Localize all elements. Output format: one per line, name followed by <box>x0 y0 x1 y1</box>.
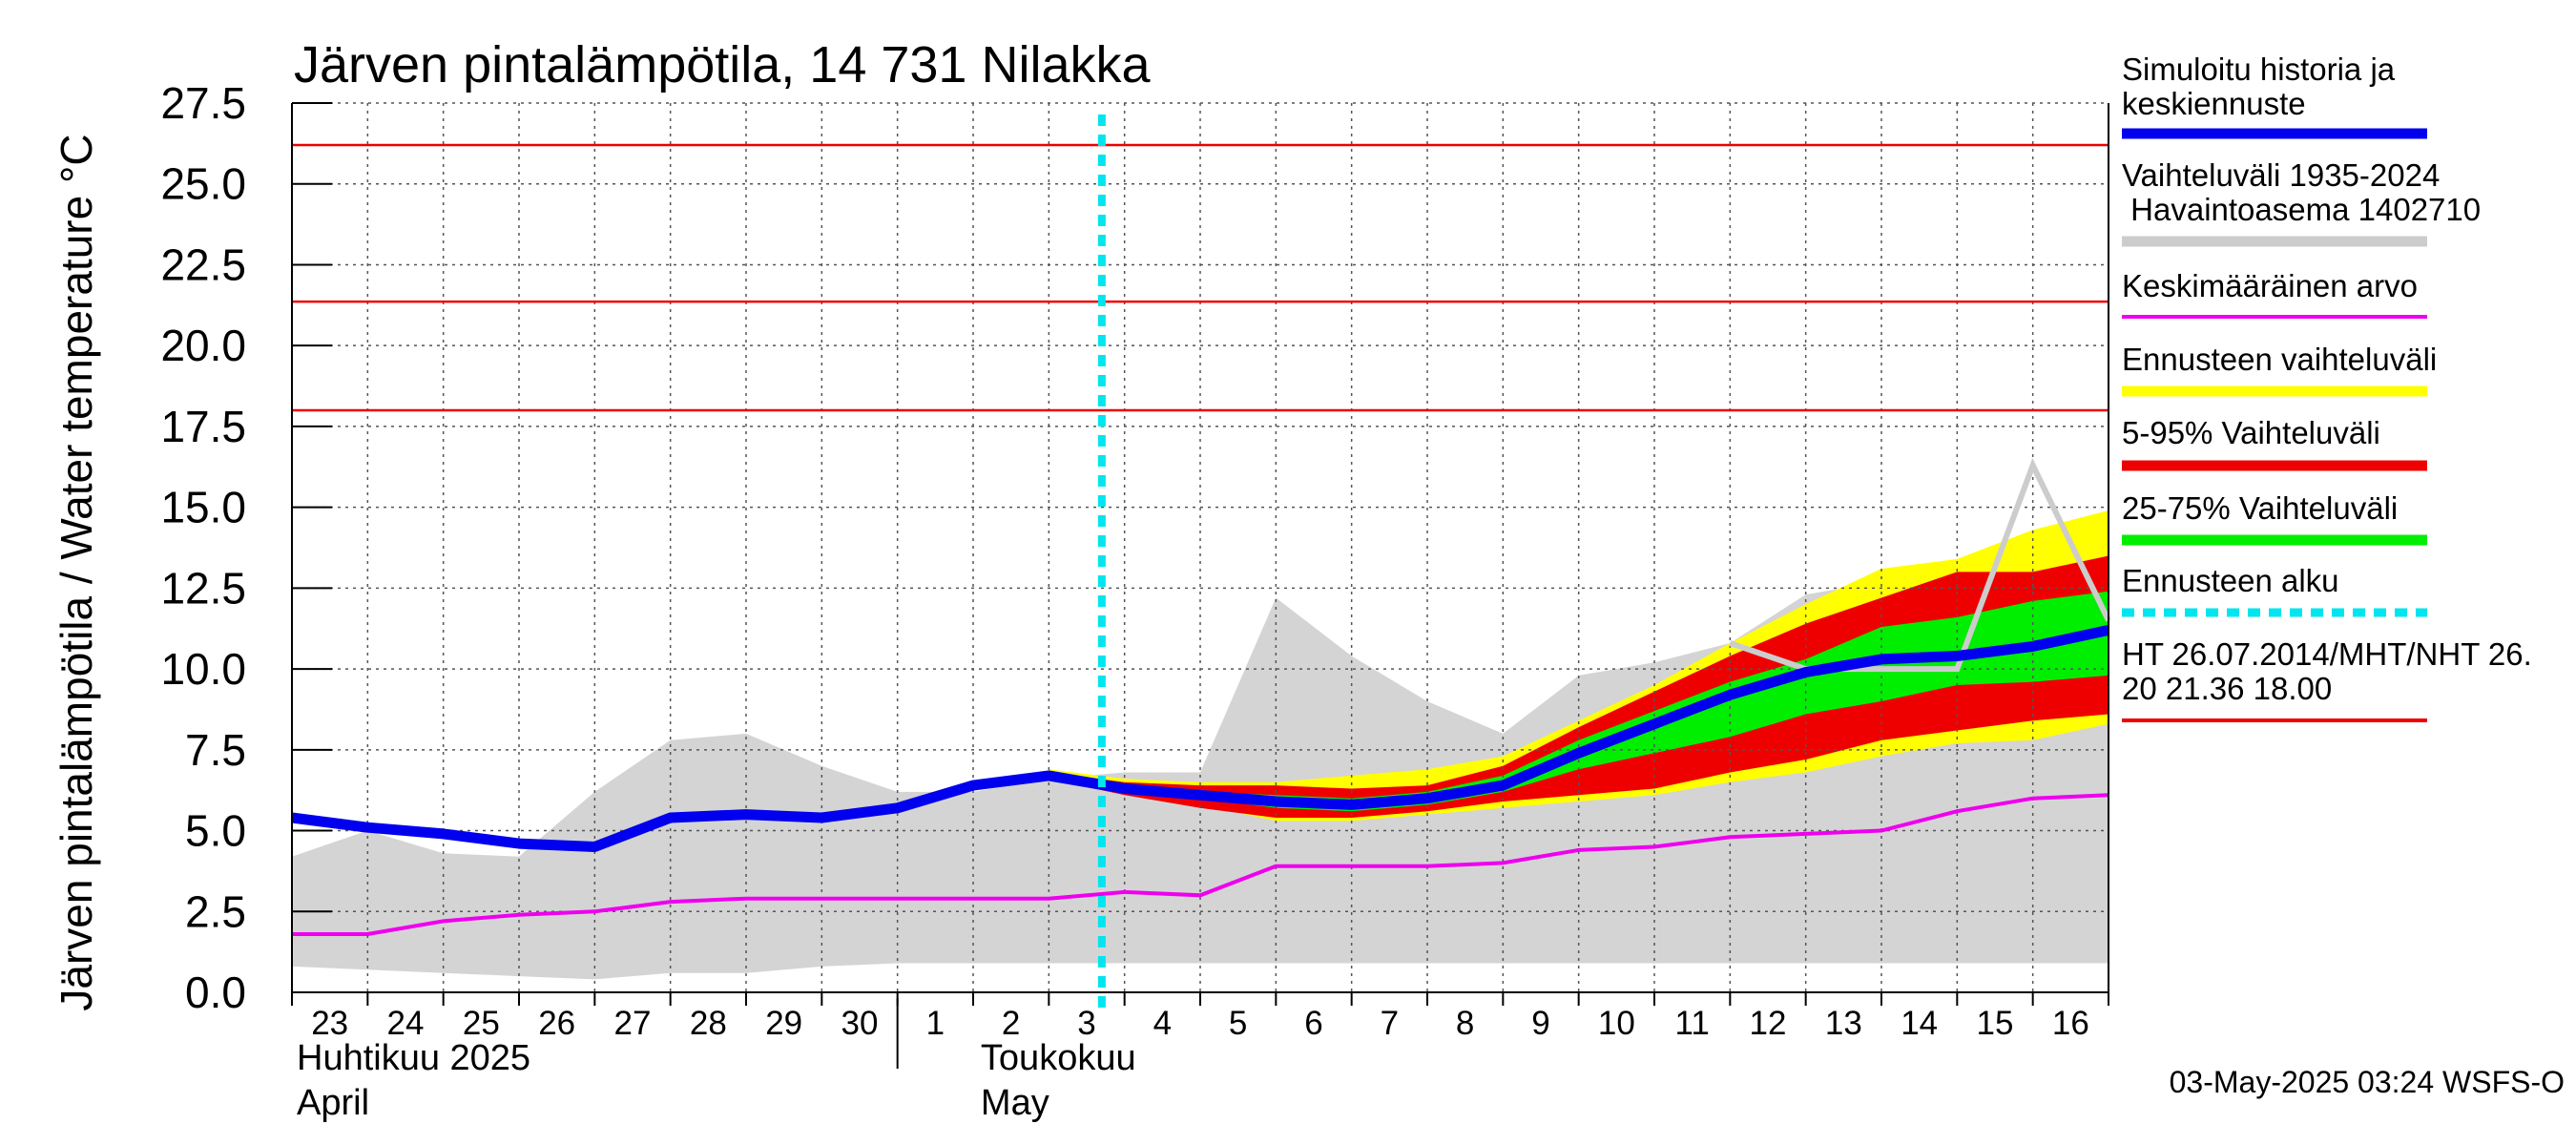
y-tick-label: 20.0 <box>160 321 246 370</box>
x-tick-label: 9 <box>1531 1005 1549 1042</box>
legend-historical-range: Vaihteluväli 1935-2024 Havaintoasema 140… <box>2122 157 2481 247</box>
band-25-75 <box>1049 591 2109 812</box>
legend-label: 25-75% Vaihteluväli <box>2122 490 2398 526</box>
legend-5-95: 5-95% Vaihteluväli <box>2122 415 2427 471</box>
y-tick-label: 10.0 <box>160 644 246 694</box>
y-tick-label: 2.5 <box>185 886 246 936</box>
x-tick-label: 8 <box>1456 1005 1474 1042</box>
x-tick-label: 7 <box>1381 1005 1399 1042</box>
chart-title: Järven pintalämpötila, 14 731 Nilakka <box>294 36 1151 94</box>
x-tick-label: 23 <box>311 1005 348 1042</box>
legend-label: Keskimääräinen arvo <box>2122 268 2418 303</box>
x-tick-label: 27 <box>614 1005 652 1042</box>
y-tick-label: 5.0 <box>185 806 246 856</box>
month-label-fi: Huhtikuu 2025 <box>297 1038 530 1078</box>
x-tick-label: 4 <box>1153 1005 1172 1042</box>
y-tick-label: 7.5 <box>185 725 246 775</box>
band-5-95 <box>1049 555 2109 818</box>
legend-label: Simuloitu historia ja keskiennuste <box>2122 52 2396 121</box>
legend-label: 5-95% Vaihteluväli <box>2122 415 2380 450</box>
x-tick-label: 16 <box>2052 1005 2089 1042</box>
footer-timestamp: 03-May-2025 03:24 WSFS-O <box>2170 1065 2565 1099</box>
x-tick-label: 6 <box>1304 1005 1322 1042</box>
historical-range-band <box>292 539 2109 980</box>
legend-label: Ennusteen vaihteluväli <box>2122 342 2437 377</box>
x-tick-label: 25 <box>463 1005 500 1042</box>
x-tick-label: 10 <box>1598 1005 1635 1042</box>
legend-forecast-range: Ennusteen vaihteluväli <box>2122 342 2437 397</box>
y-tick-label: 15.0 <box>160 483 246 532</box>
legend-label: HT 26.07.2014/MHT/NHT 26. 20 21.36 18.00 <box>2122 636 2532 706</box>
y-tick-label: 0.0 <box>185 968 246 1017</box>
x-tick-label: 5 <box>1229 1005 1247 1042</box>
plot-area: 0.0 2.5 5.0 7.5 10.0 12.5 15.0 17.5 20.0 22.5 25.0… <box>160 78 2111 1123</box>
legend: Simuloitu historia ja keskiennuste Vaihtel… <box>2122 52 2532 722</box>
legend-forecast-start: Ennusteen alku <box>2122 563 2427 617</box>
legend-simulated: Simuloitu historia ja keskiennuste <box>2122 52 2427 139</box>
x-tick-label: 30 <box>841 1005 879 1042</box>
x-tick-label: 13 <box>1825 1005 1862 1042</box>
legend-mean: Keskimääräinen arvo <box>2122 268 2427 319</box>
y-axis-label: Järven pintalämpötila / Water temperatur… <box>52 134 101 1010</box>
month-label-en: May <box>981 1083 1049 1123</box>
y-tick-label: 17.5 <box>160 402 246 451</box>
x-tick-label: 24 <box>387 1005 425 1042</box>
month-label-en: April <box>297 1083 369 1123</box>
y-tick-label: 22.5 <box>160 239 246 289</box>
simulated-forecast-line <box>291 625 2110 852</box>
legend-25-75: 25-75% Vaihteluväli <box>2122 490 2427 546</box>
x-tick-label: 2 <box>1002 1005 1020 1042</box>
legend-label: Ennusteen alku <box>2122 563 2339 598</box>
x-tick-label: 15 <box>1977 1005 2014 1042</box>
x-tick-label: 29 <box>765 1005 802 1042</box>
x-tick-label: 3 <box>1077 1005 1095 1042</box>
y-tick-label: 27.5 <box>160 78 246 128</box>
x-tick-label: 1 <box>926 1005 945 1042</box>
y-tick-label: 12.5 <box>160 563 246 613</box>
y-tick-label: 25.0 <box>160 159 246 209</box>
month-label-fi: Toukokuu <box>981 1038 1136 1078</box>
x-tick-label: 14 <box>1901 1005 1938 1042</box>
x-tick-label: 28 <box>690 1005 727 1042</box>
x-tick-label: 26 <box>538 1005 575 1042</box>
x-tick-label: 12 <box>1750 1005 1787 1042</box>
mean-line <box>292 793 2109 936</box>
x-tick-label: 11 <box>1674 1005 1709 1042</box>
legend-thresholds: HT 26.07.2014/MHT/NHT 26. 20 21.36 18.00 <box>2122 636 2532 722</box>
legend-label: Vaihteluväli 1935-2024 Havaintoasema 140… <box>2122 157 2481 227</box>
observation-line <box>1729 457 2111 673</box>
